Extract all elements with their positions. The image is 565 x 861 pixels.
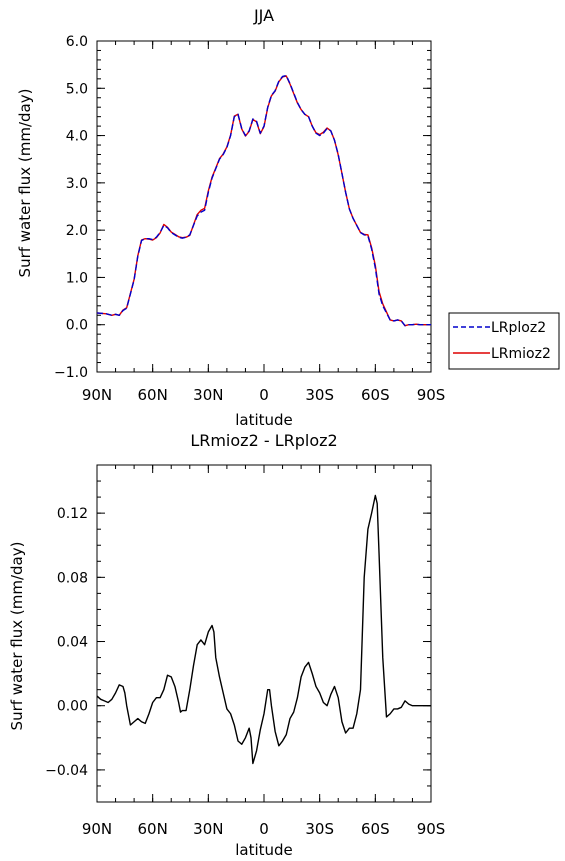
top-y-tick-label: 2.0 bbox=[66, 223, 88, 239]
bottom-x-tick-label: 30S bbox=[305, 820, 334, 838]
top-y-tick-label: 0.0 bbox=[66, 318, 88, 334]
top-x-tick-label: 0 bbox=[259, 386, 269, 404]
top-x-tick-label: 60S bbox=[361, 386, 390, 404]
top-chart: JJA Surf water flux (mm/day) latitude −1… bbox=[16, 6, 445, 429]
bottom-chart-frame bbox=[96, 464, 432, 803]
top-series-line-lrmioz2 bbox=[96, 75, 431, 327]
bottom-y-tick-label: 0.08 bbox=[57, 570, 88, 586]
top-chart-series bbox=[96, 74, 431, 327]
top-y-tick-label: 6.0 bbox=[66, 34, 88, 50]
bottom-x-tick-label: 0 bbox=[259, 820, 269, 838]
legend-label-lrploz2: LRploz2 bbox=[491, 320, 546, 336]
top-x-tick-label: 90N bbox=[82, 386, 112, 404]
top-chart-frame bbox=[96, 40, 432, 373]
top-chart-x-axis-label: latitude bbox=[235, 411, 293, 429]
top-chart-ticks: −1.0 0.0 1.0 2.0 3.0 4.0 5.0 6.0 90N 60N 30N 0 30S 60… bbox=[54, 34, 445, 404]
top-y-tick-label: 5.0 bbox=[66, 81, 88, 97]
bottom-x-tick-label: 90N bbox=[82, 820, 112, 838]
bottom-y-tick-label: −0.04 bbox=[45, 763, 88, 779]
legend: LRploz2 LRmioz2 bbox=[448, 312, 560, 370]
bottom-chart-title: LRmioz2 - LRploz2 bbox=[190, 431, 337, 450]
top-y-tick-label: 3.0 bbox=[66, 176, 88, 192]
top-y-tick-label: 1.0 bbox=[66, 270, 88, 286]
top-series-line-lrploz2 bbox=[96, 74, 431, 327]
bottom-chart: LRmioz2 - LRploz2 Surf water flux (mm/da… bbox=[8, 431, 445, 859]
top-x-tick-label: 30N bbox=[193, 386, 223, 404]
bottom-x-tick-label: 60N bbox=[138, 820, 168, 838]
legend-label-lrmioz2: LRmioz2 bbox=[491, 346, 551, 362]
bottom-x-tick-label: 30N bbox=[193, 820, 223, 838]
legend-box bbox=[448, 312, 560, 370]
bottom-series-line-difference bbox=[96, 494, 431, 765]
bottom-x-tick-label: 60S bbox=[361, 820, 390, 838]
bottom-y-tick-label: 0.12 bbox=[57, 506, 88, 522]
top-x-tick-label: 90S bbox=[417, 386, 446, 404]
top-x-tick-label: 60N bbox=[138, 386, 168, 404]
top-y-tick-label: 4.0 bbox=[66, 129, 88, 145]
bottom-y-tick-label: 0.00 bbox=[57, 699, 88, 715]
bottom-x-tick-label: 90S bbox=[417, 820, 446, 838]
top-y-tick-label: −1.0 bbox=[54, 365, 88, 381]
bottom-chart-x-axis-label: latitude bbox=[235, 841, 293, 859]
top-chart-y-axis-label: Surf water flux (mm/day) bbox=[16, 89, 34, 278]
bottom-chart-ticks: −0.04 0.00 0.04 0.08 0.12 90N 60N 30N 0 30S 60S 90S bbox=[45, 464, 446, 838]
top-x-tick-label: 30S bbox=[305, 386, 334, 404]
bottom-chart-series bbox=[96, 494, 431, 765]
bottom-y-tick-label: 0.04 bbox=[57, 635, 88, 651]
top-chart-title: JJA bbox=[253, 6, 274, 25]
bottom-chart-y-axis-label: Surf water flux (mm/day) bbox=[8, 542, 26, 731]
